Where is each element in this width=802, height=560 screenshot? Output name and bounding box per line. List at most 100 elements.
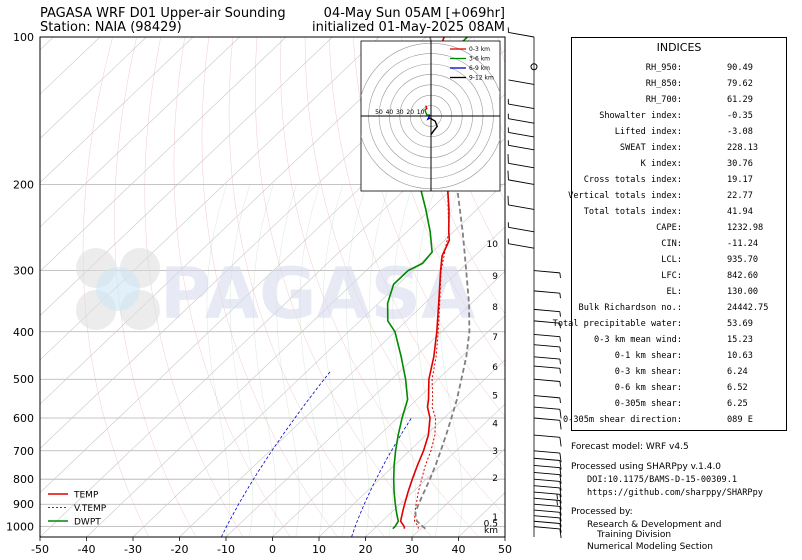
x-tick-label: 20 [359, 543, 373, 556]
hodograph-legend-label: 3-6 km [469, 56, 490, 63]
wind-barb-staff [533, 344, 560, 348]
wind-barb-staff [533, 491, 560, 495]
wind-barb [533, 356, 561, 365]
init-time-label: initialized 01-May-2025 08AM [311, 20, 505, 35]
legend-label: V.TEMP [74, 504, 107, 514]
y-tick-label: 700 [13, 445, 34, 458]
index-row: Vertical totals index: 22.77 [568, 191, 786, 205]
wind-barb [533, 457, 562, 470]
dry-adiabat [304, 37, 505, 516]
index-label: RH_850: [645, 79, 682, 89]
isotherm-line [272, 315, 505, 537]
index-value: 10.63 [727, 351, 753, 361]
wind-barb-staff [533, 515, 560, 519]
index-label: LCL: [661, 255, 682, 265]
wind-barb-staff [508, 103, 535, 109]
index-value: 90.49 [727, 63, 753, 73]
height-label: 4 [492, 420, 498, 430]
index-row: RH_950: 90.49 [572, 63, 786, 77]
wind-barb-feather [559, 420, 562, 430]
height-label: 0.5 [484, 519, 498, 529]
wind-barb-staff [533, 465, 560, 469]
index-row: Total totals index: 41.94 [572, 207, 786, 221]
y-tick-label: 400 [13, 326, 34, 339]
wind-barb [533, 417, 562, 430]
hodograph-legend-label: 6-9 km [469, 65, 490, 72]
wind-barb [533, 450, 562, 463]
moist-adiabat [392, 184, 416, 537]
wind-barb [533, 520, 562, 533]
wind-barb-staff [533, 417, 560, 421]
wind-barb [508, 79, 535, 85]
wind-barb [533, 515, 562, 528]
processed-by-label: Processed by: [571, 507, 633, 517]
index-label: 0-3 km shear: [614, 367, 682, 377]
index-value: 6.24 [727, 367, 748, 377]
isotherm-line [40, 37, 333, 316]
index-value: 935.70 [727, 255, 759, 265]
wind-barb-feather [559, 409, 562, 419]
wind-barb-staff [533, 270, 560, 274]
dry-adiabat [173, 37, 291, 537]
x-tick-label: 50 [498, 543, 512, 556]
wind-barb-feather [559, 512, 562, 522]
wind-barb [533, 333, 561, 342]
index-row: RH_700: 61.29 [572, 95, 786, 109]
index-row: Lifted index: -3.08 [572, 127, 786, 141]
index-value: 22.77 [727, 191, 753, 201]
index-row: 0-1 km shear: 10.63 [572, 351, 786, 365]
wind-barb-staff [508, 118, 535, 124]
y-tick-label: 100 [13, 31, 34, 44]
wind-barb-staff [533, 457, 560, 461]
index-label: 0-6 km shear: [614, 383, 682, 393]
y-tick-label: 1000 [6, 521, 34, 534]
moist-adiabat [206, 184, 230, 537]
isotherm-line [40, 37, 426, 405]
wind-barb-staff [508, 79, 535, 85]
index-label: Vertical totals index: [568, 191, 682, 201]
height-labels: km0.51 2 3 4 5 6 7 8 9 10 [484, 240, 499, 536]
org-line-3: Numerical Modeling Section [587, 542, 714, 552]
wind-barb-half-feather [559, 293, 561, 299]
mixing-ratio-line [351, 417, 412, 537]
index-label: 0-3 km mean wind: [594, 335, 682, 345]
index-row: LFC: 842.60 [572, 271, 786, 285]
wind-barb [507, 98, 535, 109]
wind-barb-half-feather [559, 323, 561, 329]
wind-barb-feather [559, 467, 562, 477]
hodograph-segment [424, 109, 430, 116]
wind-barb-staff [533, 520, 560, 524]
dry-adiabat [144, 37, 244, 537]
watermark: PAGASA [76, 248, 475, 335]
repo-url-label: https://github.com/sharppy/SHARPpy [587, 488, 763, 498]
org-line-1: Research & Development and [587, 520, 722, 530]
isotherm-line [40, 37, 194, 184]
hodograph: 50 40 30 20 10 0-3 km 3-6 km 6-9 km 9-12 km [360, 40, 501, 192]
index-label: Total precipitable water: [552, 319, 682, 329]
wind-barb [533, 497, 562, 510]
moist-adiabat [276, 184, 300, 537]
index-value: 41.94 [727, 207, 753, 217]
index-label: Bulk Richardson no.: [578, 303, 682, 313]
index-row: Cross totals index: 19.17 [572, 175, 786, 189]
wind-barb-staff [508, 131, 535, 138]
skew-t-chart: PAGASA 1000900800700600500400300200100-5… [6, 27, 562, 556]
height-label: 9 [492, 272, 498, 282]
y-tick-label: 500 [13, 373, 34, 386]
indices-title: INDICES [656, 41, 702, 54]
isotherm-line [40, 37, 101, 95]
wind-barb [533, 434, 562, 447]
index-value: 15.23 [727, 335, 753, 345]
index-label: RH_950: [645, 63, 682, 73]
hodograph-legend-label: 9-12 km [469, 75, 494, 82]
legend: TEMP V.TEMP DWPT [48, 491, 107, 528]
index-row: SWEAT index: 228.13 [572, 143, 786, 157]
wind-barb [533, 308, 561, 317]
wind-barb [533, 290, 561, 299]
wind-barb [533, 471, 562, 484]
index-value: 089 E [727, 415, 753, 425]
index-value: -0.35 [727, 111, 753, 121]
wind-barb-staff [533, 365, 560, 369]
height-label: 5 [492, 392, 498, 402]
wind-barb-staff [508, 243, 535, 249]
